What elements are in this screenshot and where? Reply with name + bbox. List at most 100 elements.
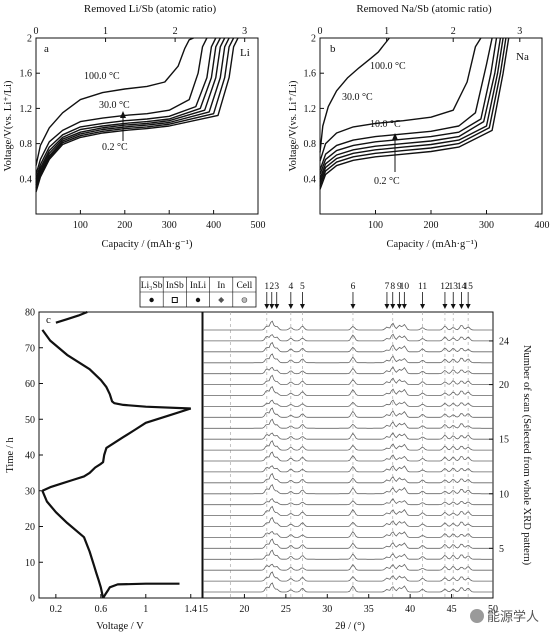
panel-b-label: b: [330, 43, 336, 55]
top-tick-label-1: 1: [103, 26, 108, 37]
time-tick-label-2: 20: [25, 522, 35, 533]
panel-a-arrow-head: [120, 111, 126, 118]
xrd-scan-trace-12: [203, 465, 493, 473]
panel-a-plot-frame: [35, 37, 259, 215]
peak-label-8: 8: [390, 282, 395, 292]
xrd-scan-trace-8: [203, 505, 493, 517]
peak-arrow-head-3: [274, 304, 280, 309]
xrd-scan-trace-18: [203, 399, 493, 407]
voltage-segment-2: [41, 407, 192, 492]
x-tick-label-1: 200: [424, 220, 439, 231]
peak-arrow-head-13: [450, 304, 456, 309]
series-line-1: [319, 37, 482, 162]
scan-tick-label-1: 10: [499, 489, 509, 500]
time-tick-label-1: 10: [25, 558, 35, 569]
time-tick-label-6: 60: [25, 379, 35, 390]
top-tick-label-0: 0: [318, 26, 323, 37]
y-tick-label-0: 0.4: [20, 174, 33, 185]
x-tick-label-0: 100: [368, 220, 383, 231]
two-theta-tick-label-0: 15: [198, 604, 208, 615]
panel-b-element-label: Na: [516, 51, 529, 63]
panel-a-x-axis-label: Capacity / (mAh·g⁻¹): [102, 239, 193, 250]
series-line-0: [319, 37, 390, 153]
time-tick-label-0: 0: [30, 594, 35, 605]
xrd-scan-trace-7: [203, 516, 493, 527]
xrd-scan-trace-23: [203, 341, 493, 353]
voltage-tick-label-1: 0.6: [95, 604, 108, 615]
watermark: 能源学人: [470, 606, 539, 625]
peak-label-10: 10: [400, 282, 410, 292]
panel-b-annotation-02c: 0.2 °C: [374, 176, 400, 187]
series-line-5: [319, 37, 504, 183]
top-tick-label-3: 3: [517, 26, 522, 37]
series-line-6: [319, 37, 507, 187]
y-tick-label-1: 0.8: [20, 139, 33, 150]
peak-label-6: 6: [351, 282, 356, 292]
x-tick-label-2: 300: [479, 220, 494, 231]
xrd-scan-trace-4: [203, 549, 493, 560]
xrd-scan-trace-21: [203, 366, 493, 375]
legend-cells: Li₃Sb InSb InLi In Cell: [141, 277, 253, 307]
y-tick-label-1: 0.8: [304, 139, 317, 150]
scan-tick-label-3: 20: [499, 380, 509, 391]
panel-b: Removed Na/Sb (atomic ratio) 0 1 2 3 100 200…: [288, 3, 550, 250]
two-theta-tick-label-1: 20: [239, 604, 249, 615]
panel-c-label: c: [46, 314, 51, 326]
panel-c-voltage-x-axis-label: Voltage / V: [96, 621, 144, 632]
scan-tick-label-0: 5: [499, 544, 504, 555]
watermark-text: 能源学人: [487, 610, 540, 625]
xrd-scan-trace-6: [203, 530, 493, 538]
top-tick-label-1: 1: [384, 26, 389, 37]
peak-label-2: 2: [269, 282, 274, 292]
xrd-scan-trace-17: [203, 407, 493, 418]
xrd-dashed-lines: [229, 312, 469, 598]
xrd-scan-trace-19: [203, 385, 493, 396]
panel-c-legend: Li₃Sb InSb InLi In Cell: [139, 276, 257, 308]
series-line-2: [35, 37, 217, 180]
voltage-tick-label-2: 1: [143, 604, 148, 615]
top-tick-label-0: 0: [34, 26, 39, 37]
xrd-traces: [203, 320, 493, 593]
time-tick-label-4: 40: [25, 451, 35, 462]
peak-arrow-head-1: [264, 304, 270, 309]
peak-label-12: 12: [440, 282, 450, 292]
peak-label-1: 1: [264, 282, 269, 292]
peak-label-13: 13: [448, 282, 458, 292]
panel-a-x-ticks: 100 200 300 400 500: [73, 210, 266, 231]
xrd-scan-trace-11: [203, 472, 493, 484]
series-line-7: [319, 37, 510, 190]
peak-arrow-head-9: [396, 304, 402, 309]
x-tick-label-2: 300: [162, 220, 177, 231]
top-tick-label-2: 2: [173, 26, 178, 37]
peak-label-3: 3: [274, 282, 279, 292]
wechat-icon: [470, 609, 484, 623]
xrd-scan-trace-15: [203, 432, 493, 440]
legend-diamond-icon: [218, 297, 225, 303]
panel-a-top-ticks: 0 1 2 3: [34, 26, 247, 42]
xrd-scan-trace-25: [203, 320, 493, 331]
xrd-scan-trace-13: [203, 451, 493, 462]
xrd-scan-trace-20: [203, 374, 493, 386]
xrd-scan-trace-14: [203, 440, 493, 451]
legend-label-1: InSb: [166, 281, 184, 291]
panel-c-voltage-plot: 0.2 0.6 1 1.4 0 10 20 30 40 50 60 70 80 c Voltage /…: [5, 308, 203, 632]
peak-arrow-head-15: [465, 304, 471, 309]
peak-arrow-head-12: [442, 304, 448, 309]
peak-arrow-head-14: [459, 304, 465, 309]
panel-a-series-lines: [35, 37, 239, 193]
panel-b-plot-frame: [319, 37, 543, 215]
panel-a-label: a: [44, 43, 49, 55]
series-line-4: [319, 37, 502, 180]
xrd-right-ticks: 5 10 15 20 24: [489, 336, 509, 555]
scan-tick-label-2: 15: [499, 435, 509, 446]
peak-arrow-head-11: [420, 304, 426, 309]
peak-label-5: 5: [300, 282, 305, 292]
peak-label-9: 9: [397, 282, 402, 292]
xrd-x-ticks: 15 20 25 30 35 40 45 50: [198, 594, 498, 615]
voltage-segment-0: [102, 582, 180, 599]
panel-b-top-ticks: 0 1 2 3: [318, 26, 522, 42]
two-theta-tick-label-4: 35: [364, 604, 374, 615]
panel-b-annotation-10c: 10.0 °C: [370, 119, 401, 130]
peak-arrow-head-8: [390, 304, 396, 309]
